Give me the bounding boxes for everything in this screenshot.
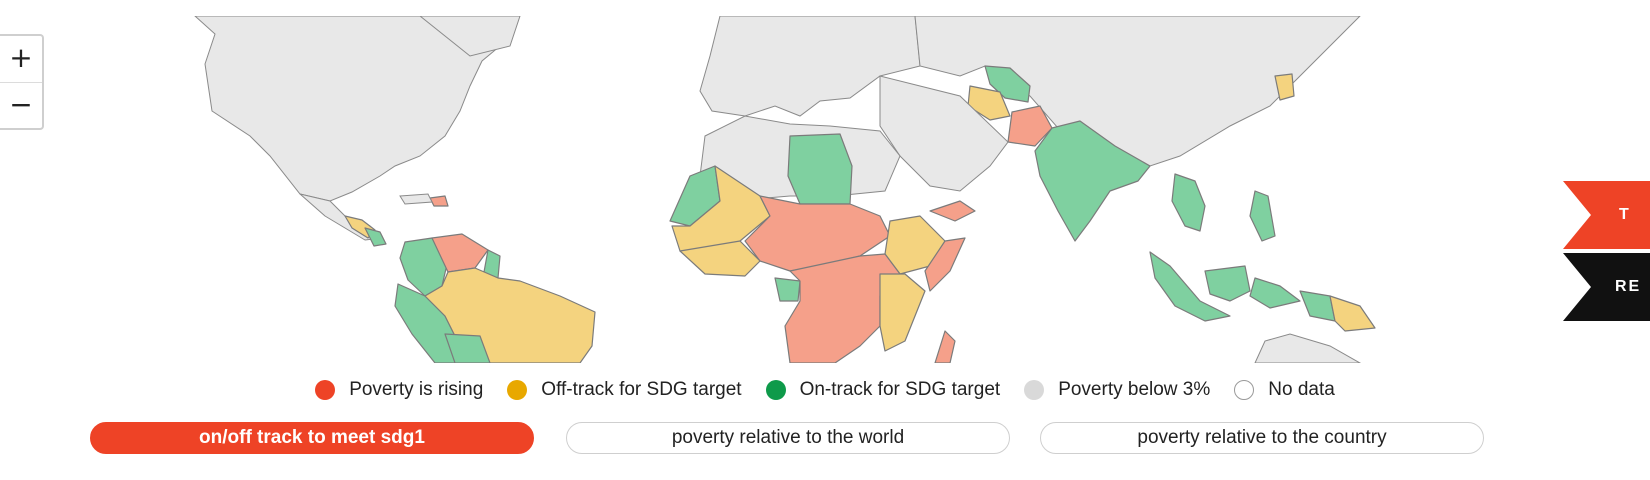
country-indonesia[interactable] xyxy=(1149,251,1231,322)
legend-dot-off-track xyxy=(507,380,528,400)
legend-item-rising: Poverty is rising xyxy=(315,379,483,401)
country-central-africa-rising[interactable] xyxy=(784,253,901,363)
view-toggle-group: on/off track to meet sdg1 poverty relati… xyxy=(0,422,1650,456)
ribbon-black-shape xyxy=(1563,253,1650,321)
country-central-asia-offtrack[interactable] xyxy=(967,85,1011,121)
on-off-track-button[interactable]: on/off track to meet sdg1 xyxy=(90,422,534,454)
region-middle-east[interactable] xyxy=(879,75,1009,192)
region-caribbean[interactable] xyxy=(399,193,433,205)
country-madagascar[interactable] xyxy=(934,330,956,363)
legend-dot-on-track xyxy=(765,380,786,400)
country-afghanistan[interactable] xyxy=(1007,105,1053,147)
ribbon-red-label: T xyxy=(1619,206,1631,223)
country-gabon[interactable] xyxy=(774,277,801,302)
world-map-canvas[interactable] xyxy=(0,16,1650,363)
legend-item-below3: Poverty below 3% xyxy=(1024,379,1210,401)
legend-item-no-data: No data xyxy=(1234,379,1335,401)
country-india[interactable] xyxy=(1034,120,1151,242)
country-yemen[interactable] xyxy=(929,200,976,222)
ribbon-black-tab[interactable]: RE xyxy=(1563,253,1650,321)
relative-to-world-button[interactable]: poverty relative to the world xyxy=(566,422,1010,454)
ribbon-red-shape xyxy=(1563,181,1650,249)
country-central-america-ontrack[interactable] xyxy=(364,227,387,247)
region-australia[interactable] xyxy=(1254,333,1362,363)
ribbon-red-tab[interactable]: T xyxy=(1563,181,1650,249)
country-west-africa-coast[interactable] xyxy=(679,240,761,277)
legend-item-off-track: Off-track for SDG target xyxy=(507,379,742,401)
country-islands-east[interactable] xyxy=(1249,277,1301,309)
zoom-in-button[interactable]: + xyxy=(0,36,42,83)
region-north-america[interactable] xyxy=(194,16,501,202)
zoom-control: + − xyxy=(0,34,44,130)
ribbon-black-label: RE xyxy=(1615,278,1642,295)
country-north-korea[interactable] xyxy=(1274,73,1295,101)
legend-label-on-track: On-track for SDG target xyxy=(799,379,1001,400)
country-southeast-asia[interactable] xyxy=(1171,173,1206,232)
zoom-out-button[interactable]: − xyxy=(9,88,33,121)
legend-label-no-data: No data xyxy=(1268,379,1335,400)
legend-dot-rising xyxy=(315,380,336,400)
country-philippines[interactable] xyxy=(1249,190,1276,242)
legend-dot-below3 xyxy=(1024,380,1045,400)
country-borneo[interactable] xyxy=(1204,265,1251,302)
region-greenland[interactable] xyxy=(419,16,521,57)
legend-dot-no-data xyxy=(1234,380,1255,400)
legend-item-on-track: On-track for SDG target xyxy=(765,379,1001,401)
legend-label-rising: Poverty is rising xyxy=(349,379,484,400)
country-somalia[interactable] xyxy=(924,237,966,292)
country-papua-new-guinea[interactable] xyxy=(1329,295,1376,332)
legend-label-below3: Poverty below 3% xyxy=(1058,379,1211,400)
map-legend: Poverty is rising Off-track for SDG targ… xyxy=(0,376,1650,404)
country-central-asia-ontrack[interactable] xyxy=(984,65,1031,103)
relative-to-country-button[interactable]: poverty relative to the country xyxy=(1040,422,1484,454)
country-venezuela[interactable] xyxy=(431,233,489,273)
legend-label-off-track: Off-track for SDG target xyxy=(541,379,742,400)
country-caribbean-rising[interactable] xyxy=(429,195,449,207)
country-east-africa-offtrack[interactable] xyxy=(879,273,926,352)
world-map[interactable] xyxy=(0,16,1650,363)
country-libya[interactable] xyxy=(787,133,853,205)
country-bolivia[interactable] xyxy=(444,333,491,363)
